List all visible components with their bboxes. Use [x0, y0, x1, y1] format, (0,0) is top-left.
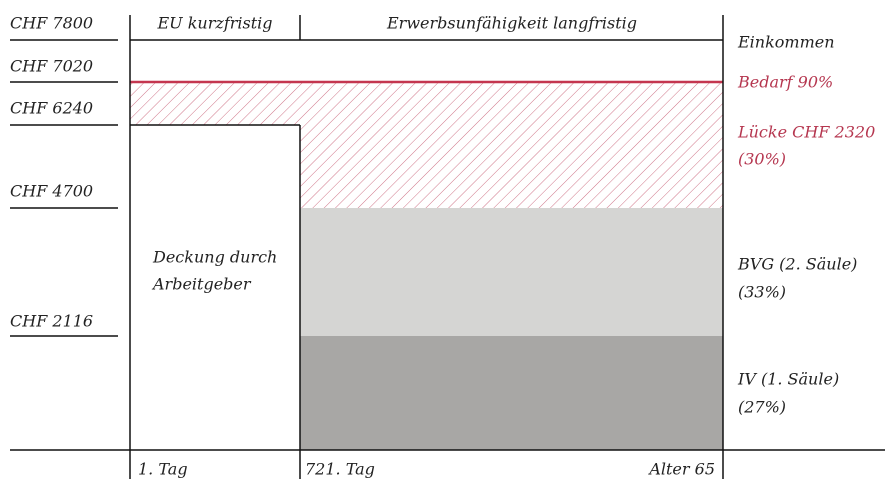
income-label: CHF 7800 — [10, 14, 93, 33]
header: EU kurzfristig — [156, 14, 272, 33]
legend-label: (33%) — [738, 283, 786, 302]
income-label: CHF 6240 — [10, 99, 93, 118]
legend-label: Einkommen — [737, 33, 835, 52]
header: Erwerbsunfähigkeit langfristig — [386, 14, 637, 33]
legend-label: Lücke CHF 2320 — [737, 123, 875, 142]
employer-label: Arbeitgeber — [151, 275, 252, 294]
lines — [10, 15, 885, 479]
legend-label: (30%) — [738, 150, 786, 169]
income-label: CHF 7020 — [10, 57, 93, 76]
legend-label: BVG (2. Säule) — [737, 255, 857, 274]
time-label: Alter 65 — [647, 460, 715, 479]
legend-label: IV (1. Säule) — [737, 370, 839, 389]
legend-label: Bedarf 90% — [737, 73, 833, 92]
time-label: 721. Tag — [305, 460, 375, 479]
legend-label: (27%) — [738, 398, 786, 417]
income-label: CHF 4700 — [10, 182, 93, 201]
employer-label: Deckung durch — [152, 248, 277, 267]
gap-area — [130, 82, 723, 125]
income-label: CHF 2116 — [10, 312, 93, 331]
gap-area — [300, 125, 723, 208]
bvg-area — [300, 208, 723, 336]
iv-area — [300, 336, 723, 450]
time-label: 1. Tag — [138, 460, 188, 479]
